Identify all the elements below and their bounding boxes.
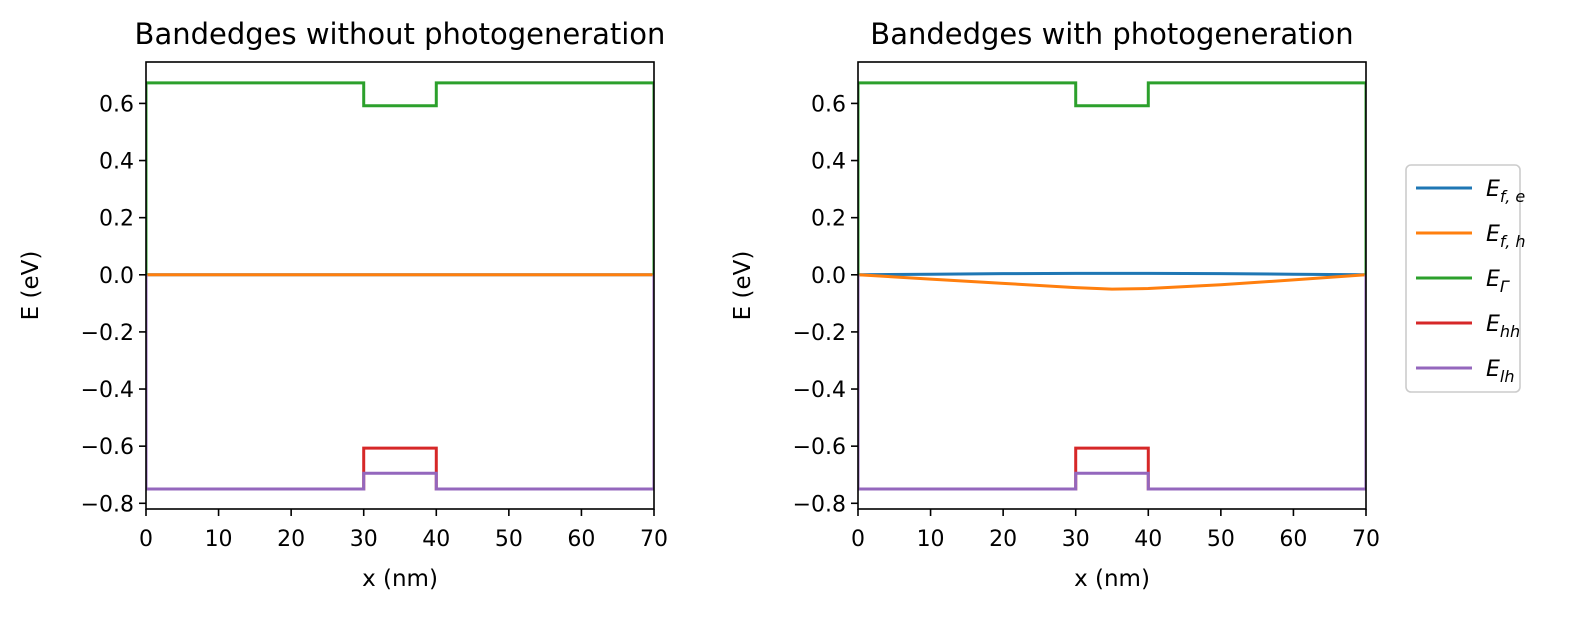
- x-tick-label: 10: [917, 527, 945, 552]
- plot-1: 0 10 20 30 40 50 60 70 −0.8 −0.6 −0.4 −0.2 0.0 0.2 0.4…: [18, 17, 668, 592]
- series-line: [858, 274, 1366, 491]
- y-axis-label: E (eV): [18, 251, 44, 321]
- x-tick-label: 0: [851, 527, 865, 552]
- series-line: [146, 446, 654, 491]
- y-tick-label: 0.0: [99, 264, 134, 289]
- y-tick-label: 0.6: [99, 92, 134, 117]
- x-tick-label: 30: [1062, 527, 1090, 552]
- y-tick-label: −0.4: [81, 378, 134, 403]
- series-line: [858, 271, 1366, 277]
- y-tick-label: −0.8: [793, 492, 846, 517]
- x-tick-label: 70: [1352, 527, 1380, 552]
- y-tick-label: 0.4: [99, 150, 134, 175]
- legend-label: EΓ: [1486, 267, 1510, 296]
- legend-label: Elh: [1486, 357, 1515, 386]
- y-tick-label: 0.2: [99, 207, 134, 232]
- y-tick-label: −0.6: [81, 435, 134, 460]
- y-tick-label: 0.4: [811, 150, 846, 175]
- series-line: [146, 81, 654, 490]
- legend: Ef, e Ef, h EΓ Ehh Elh: [1405, 164, 1526, 393]
- x-axis-label: x (nm): [362, 566, 438, 592]
- series-group: [858, 81, 1366, 491]
- x-tick-label: 30: [350, 527, 378, 552]
- series-line: [146, 274, 654, 491]
- axes-frame: [857, 61, 1367, 510]
- legend-label: Ef, h: [1486, 222, 1526, 251]
- y-tick-label: −0.8: [81, 492, 134, 517]
- x-tick-label: 40: [1134, 527, 1162, 552]
- x-tick-label: 20: [989, 527, 1017, 552]
- y-tick-label: 0.2: [811, 207, 846, 232]
- x-tick-label: 60: [567, 527, 595, 552]
- plot-title: Bandedges with photogeneration: [870, 17, 1353, 51]
- x-tick-label: 50: [495, 527, 523, 552]
- series-line: [858, 81, 1366, 490]
- x-tick-label: 60: [1279, 527, 1307, 552]
- y-tick-label: −0.2: [793, 321, 846, 346]
- series-line: [858, 273, 1366, 291]
- x-axis-label: x (nm): [1074, 566, 1150, 592]
- x-tick-label: 20: [277, 527, 305, 552]
- legend-label: Ef, e: [1486, 177, 1525, 206]
- plot-2: 0 10 20 30 40 50 60 70 −0.8 −0.6 −0.4 −0.2 0.0 0.2 0.4…: [730, 17, 1380, 592]
- y-tick-label: −0.6: [793, 435, 846, 460]
- y-tick-label: −0.2: [81, 321, 134, 346]
- plot-title: Bandedges without photogeneration: [135, 17, 666, 51]
- y-tick-label: 0.0: [811, 264, 846, 289]
- legend-label: Ehh: [1486, 312, 1520, 341]
- series-group: [146, 81, 654, 491]
- x-tick-label: 50: [1207, 527, 1235, 552]
- y-axis-label: E (eV): [730, 251, 756, 321]
- series-line: [858, 446, 1366, 491]
- y-tick-label: −0.4: [793, 378, 846, 403]
- axes-frame: [145, 61, 655, 510]
- x-tick-label: 70: [640, 527, 668, 552]
- x-tick-label: 10: [205, 527, 233, 552]
- x-tick-label: 0: [139, 527, 153, 552]
- y-tick-label: 0.6: [811, 92, 846, 117]
- x-tick-label: 40: [422, 527, 450, 552]
